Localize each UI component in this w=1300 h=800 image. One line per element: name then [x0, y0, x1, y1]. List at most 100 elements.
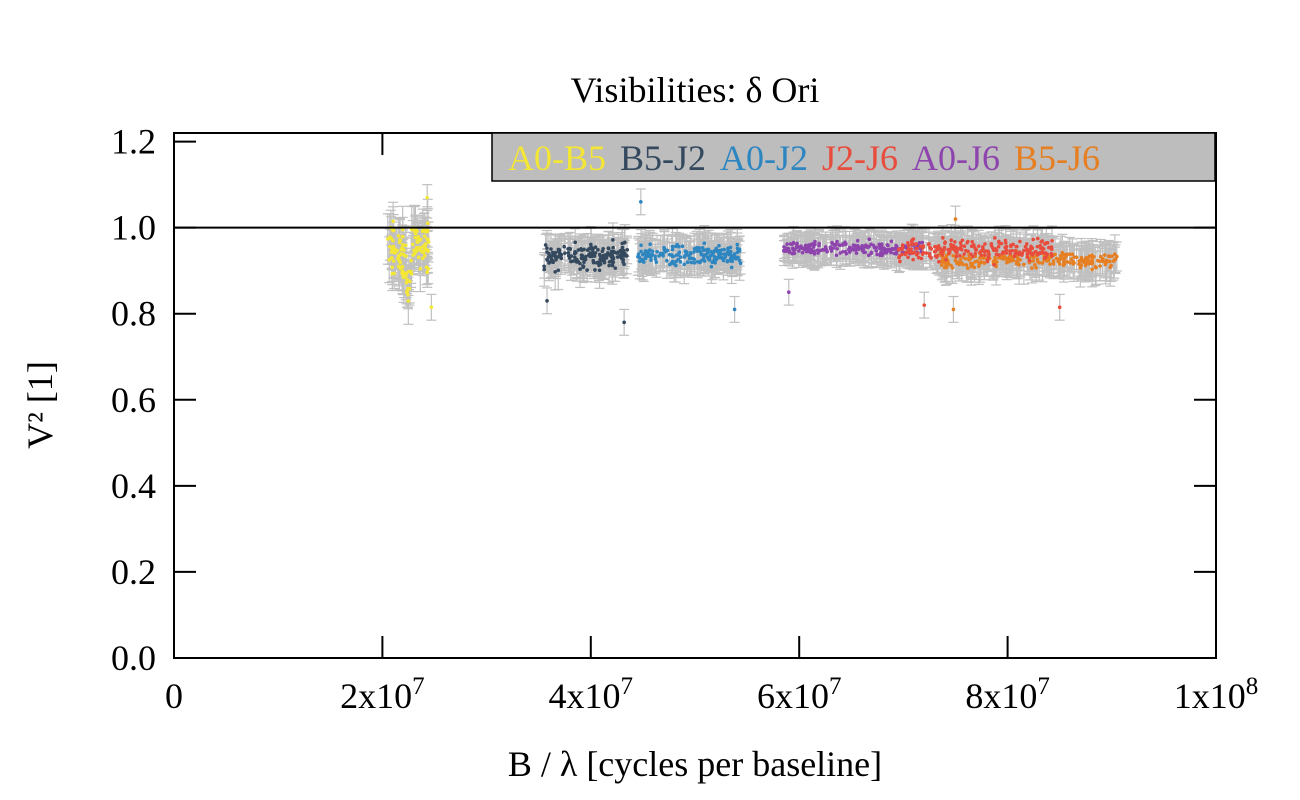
- data-point: [941, 236, 945, 240]
- x-axis-ticks: 0 2x107 4x107 6x107 8x107 1x108: [165, 133, 1258, 716]
- data-point: [685, 260, 690, 264]
- data-point: [1107, 254, 1112, 259]
- data-point: [944, 257, 948, 262]
- data-point: [701, 257, 706, 261]
- data-point: [578, 267, 582, 271]
- data-point: [940, 253, 945, 257]
- chart-title: Visibilities: δ Ori: [571, 70, 820, 110]
- data-point: [1031, 259, 1035, 263]
- data-point: [912, 250, 917, 255]
- data-point: [583, 254, 588, 259]
- data-point: [730, 259, 735, 264]
- data-point: [618, 248, 623, 253]
- data-point: [803, 243, 808, 248]
- data-point: [1110, 254, 1114, 258]
- data-point: [1035, 244, 1040, 249]
- data-point: [986, 257, 990, 262]
- data-point: [1115, 254, 1119, 259]
- legend-entry-b5-j2: B5-J2: [620, 138, 706, 178]
- data-point: [785, 242, 789, 246]
- data-point: [709, 264, 714, 269]
- data-point: [1006, 259, 1011, 264]
- data-point: [655, 249, 659, 254]
- data-point: [1108, 265, 1112, 270]
- data-point: [417, 245, 422, 250]
- data-point: [981, 246, 985, 251]
- data-point: [1025, 252, 1030, 257]
- data-point: [907, 248, 912, 253]
- data-point: [556, 247, 561, 252]
- y-tick-label: 0.2: [111, 552, 156, 592]
- data-point: [673, 263, 678, 268]
- data-point: [962, 252, 966, 256]
- data-point: [1000, 254, 1005, 259]
- data-point: [729, 265, 734, 270]
- y-tick-label: 0.8: [111, 294, 156, 334]
- data-point: [611, 238, 615, 242]
- data-point: [1003, 238, 1008, 243]
- data-point: [954, 259, 958, 263]
- data-point: [896, 248, 901, 252]
- data-point: [960, 238, 965, 243]
- data-point: [646, 254, 651, 259]
- data-point: [1090, 259, 1095, 264]
- data-point: [542, 267, 547, 272]
- data-point: [579, 256, 584, 261]
- data-point: [916, 251, 920, 256]
- x-tick-label: 0: [165, 676, 183, 716]
- x-tick-label: 4x107: [549, 673, 634, 716]
- data-point: [418, 266, 423, 271]
- data-point: [721, 252, 726, 256]
- data-point: [1062, 258, 1066, 263]
- data-point: [1037, 260, 1042, 265]
- data-point: [604, 256, 609, 260]
- data-point: [1102, 253, 1107, 257]
- data-point: [973, 259, 977, 264]
- data-point: [401, 252, 405, 257]
- data-point: [727, 252, 731, 257]
- data-point: [588, 254, 592, 259]
- data-point: [987, 252, 991, 257]
- data-point: [699, 259, 703, 263]
- x-tick-exponent: 7: [829, 673, 842, 700]
- data-point: [900, 243, 905, 247]
- data-point: [566, 250, 571, 255]
- y-tick-label: 0.4: [111, 466, 156, 506]
- data-point: [997, 253, 1001, 257]
- data-point: [543, 243, 548, 247]
- x-tick-mantissa: 6x10: [757, 676, 829, 716]
- data-point: [615, 255, 620, 259]
- x-tick-mantissa: 8x10: [965, 676, 1037, 716]
- data-point: [676, 257, 681, 262]
- data-point: [391, 259, 396, 263]
- data-point: [953, 217, 958, 221]
- data-point: [955, 246, 960, 251]
- data-point: [875, 252, 879, 257]
- data-point: [596, 248, 600, 252]
- data-point: [852, 248, 856, 252]
- data-point: [973, 251, 978, 256]
- data-point: [874, 249, 879, 253]
- data-point: [692, 246, 697, 251]
- data-point: [1003, 256, 1008, 260]
- data-point: [713, 260, 717, 265]
- data-point: [816, 251, 820, 255]
- data-point: [691, 256, 695, 261]
- data-point: [669, 261, 674, 265]
- data-point: [1069, 257, 1074, 261]
- data-point: [545, 258, 550, 262]
- data-point: [841, 243, 845, 247]
- data-point: [965, 240, 969, 245]
- data-point: [1013, 251, 1017, 256]
- data-point: [622, 262, 626, 267]
- data-point: [1056, 259, 1061, 264]
- data-point: [614, 251, 619, 255]
- data-point: [648, 242, 652, 247]
- data-point: [695, 249, 700, 253]
- legend: A0-B5 B5-J2 A0-J2 J2-J6 A0-J6 B5-J6: [491, 132, 1216, 182]
- data-point: [911, 237, 916, 241]
- data-point: [1048, 262, 1052, 266]
- data-point: [404, 280, 409, 285]
- x-tick-label: 1x108: [1174, 673, 1259, 716]
- data-point: [593, 268, 597, 272]
